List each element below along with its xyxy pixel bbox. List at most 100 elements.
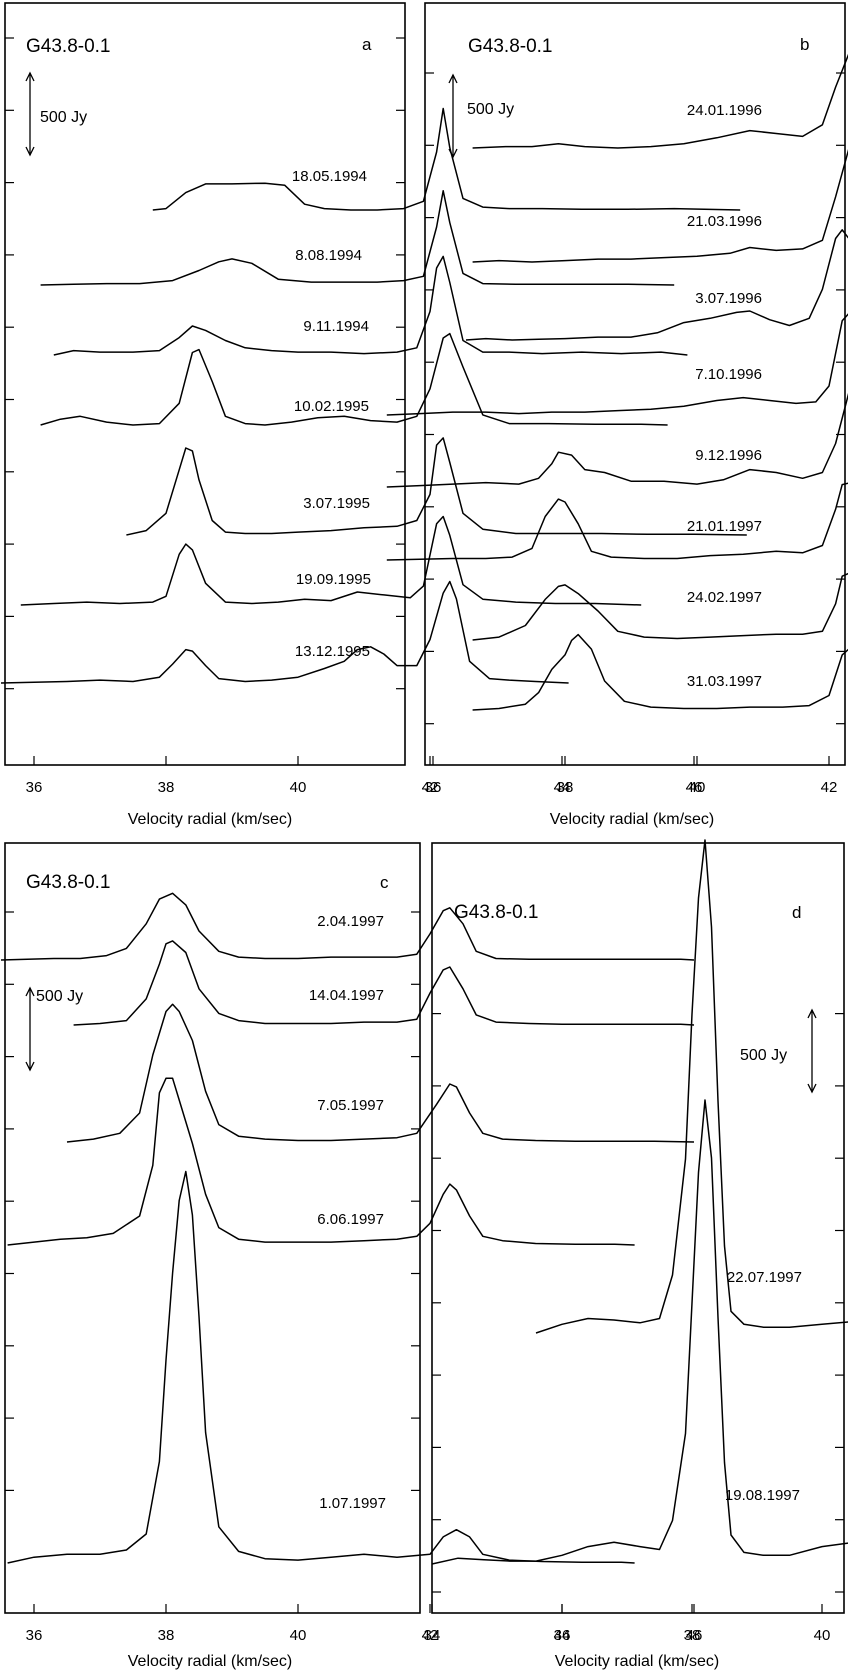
panel-a-traces: 18.05.1994 8.08.1994 9.11.1994 10.02.1995 3.… [0, 107, 747, 684]
epoch-date-label: 6.06.1997 [317, 1211, 384, 1228]
spectrum-line [472, 148, 848, 263]
x-tick-label: 36 [26, 779, 43, 796]
spectrum-line [386, 392, 848, 488]
x-tick-label: 36 [425, 779, 442, 796]
epoch-date-label: 31.03.1997 [687, 673, 762, 690]
panel-a-y-ticks [5, 37, 405, 690]
panel-d-letter: d [792, 903, 801, 922]
spectrum-line [40, 190, 675, 286]
panel-b-scale-label: 500 Jy [467, 101, 514, 118]
x-tick-label: 40 [290, 779, 307, 796]
panel-c: G43.8-0.1 c 500 Jy 36 38 40 42 44 46 2.04.199… [0, 842, 703, 1670]
panel-d-y-ticks [432, 1012, 844, 1593]
x-tick-label: 38 [158, 1627, 175, 1644]
spectrum-line [0, 892, 695, 961]
epoch-date-label: 3.07.1995 [303, 495, 370, 512]
epoch-date-label: 19.09.1995 [296, 571, 371, 588]
x-tick-label: 46 [686, 1627, 703, 1644]
panel-b-frame [424, 2, 846, 766]
panel-c-frame [4, 842, 421, 1614]
epoch-date-label: 9.12.1996 [695, 447, 762, 464]
spectrum-line [53, 255, 688, 356]
panel-b: G43.8-0.1 b 500 Jy 36 38 40 42 44 46 24.01.19… [386, 2, 848, 828]
x-tick-label: 42 [821, 779, 838, 796]
x-tick-label: 38 [557, 779, 574, 796]
epoch-date-label: 2.04.1997 [317, 913, 384, 930]
x-tick-label: 44 [554, 779, 571, 796]
epoch-date-label: 9.11.1994 [303, 318, 369, 335]
panel-d-title: G43.8-0.1 [454, 902, 539, 923]
panel-b-scale-arrowheads [448, 73, 458, 159]
panel-a-letter: a [362, 35, 372, 54]
x-tick-label: 34 [424, 1627, 441, 1644]
spectrum-line [73, 940, 695, 1026]
x-tick-label: 40 [290, 1627, 307, 1644]
spectrum-line [472, 633, 848, 711]
panel-b-traces: 24.01.1996 21.03.1996 3.07.1996 7.10.1996 9.… [386, 53, 848, 711]
panel-a-frame [4, 2, 406, 766]
panel-d-scale-arrowheads [807, 1008, 817, 1094]
epoch-date-label: 14.04.1997 [309, 987, 384, 1004]
panel-c-y-ticks [5, 911, 420, 1492]
spectrum-line [386, 482, 848, 561]
panel-c-traces: 2.04.1997 14.04.1997 7.05.1997 6.06.1997 1.0… [0, 892, 695, 1564]
x-tick-label: 42 [422, 1627, 439, 1644]
x-tick-label: 44 [554, 1627, 571, 1644]
panel-d: G43.8-0.1 d 500 Jy 34 36 38 40 42 44 46 22.07.… [424, 839, 848, 1670]
panel-a: G43.8-0.1 a 500 Jy 36 38 40 42 44 46 18.05.19… [0, 2, 747, 828]
spectrum-line [465, 229, 848, 341]
spectrum-line [152, 107, 741, 211]
spectrum-line [431, 1099, 848, 1565]
epoch-date-label: 7.05.1997 [317, 1097, 384, 1114]
spectrum-line [20, 515, 642, 606]
panel-a-title: G43.8-0.1 [26, 36, 111, 57]
panel-c-scale-arrowheads [25, 986, 35, 1072]
epoch-date-label: 3.07.1996 [695, 290, 762, 307]
panel-c-letter: c [380, 873, 389, 892]
epoch-date-label: 21.03.1996 [687, 213, 762, 230]
panel-a-xlabel: Velocity radial (km/sec) [128, 811, 293, 828]
panel-a-scale-label: 500 Jy [40, 109, 87, 126]
x-tick-label: 40 [689, 779, 706, 796]
panel-a-scale-arrowheads [25, 71, 35, 157]
x-tick-label: 38 [158, 779, 175, 796]
panel-d-scale-label: 500 Jy [740, 1047, 787, 1064]
spectrum-line [7, 1077, 635, 1246]
panel-b-title: G43.8-0.1 [468, 36, 553, 57]
epoch-date-label: 7.10.1996 [695, 366, 762, 383]
spectrum-line [40, 332, 668, 426]
spectrum-line [472, 53, 848, 149]
panel-d-x-ticks: 34 36 38 40 42 44 46 [424, 1604, 831, 1644]
panel-b-letter: b [800, 35, 809, 54]
epoch-date-label: 24.02.1997 [687, 589, 762, 606]
x-tick-label: 42 [422, 779, 439, 796]
x-tick-label: 36 [554, 1627, 571, 1644]
x-tick-label: 46 [686, 779, 703, 796]
panel-c-x-ticks: 36 38 40 42 44 46 [26, 1604, 703, 1644]
epoch-date-label: 8.08.1994 [295, 247, 362, 264]
panel-d-traces: 22.07.1997 19.08.1997 [431, 839, 848, 1565]
x-tick-label: 36 [26, 1627, 43, 1644]
x-tick-label: 40 [814, 1627, 831, 1644]
spectrum-line [386, 313, 848, 416]
panel-d-xlabel: Velocity radial (km/sec) [555, 1653, 720, 1670]
panel-d-frame [431, 842, 845, 1614]
panel-c-xlabel: Velocity radial (km/sec) [128, 1653, 293, 1670]
epoch-date-label: 13.12.1995 [295, 643, 370, 660]
spectrum-line [472, 572, 848, 641]
epoch-date-label: 1.07.1997 [319, 1495, 386, 1512]
spectrum-line [0, 580, 569, 684]
epoch-date-label: 24.01.1996 [687, 102, 762, 119]
panel-b-y-ticks [425, 72, 845, 725]
panel-c-scale-label: 500 Jy [36, 988, 83, 1005]
spectrum-line [126, 437, 747, 536]
panel-a-x-ticks: 36 38 40 42 44 46 [26, 756, 703, 796]
panel-b-xlabel: Velocity radial (km/sec) [550, 811, 715, 828]
spectrum-line [66, 1003, 695, 1143]
epoch-date-label: 22.07.1997 [727, 1269, 802, 1286]
epoch-date-label: 10.02.1995 [294, 398, 369, 415]
panel-c-title: G43.8-0.1 [26, 872, 111, 893]
epoch-date-label: 21.01.1997 [687, 518, 762, 535]
epoch-date-label: 18.05.1994 [292, 168, 367, 185]
